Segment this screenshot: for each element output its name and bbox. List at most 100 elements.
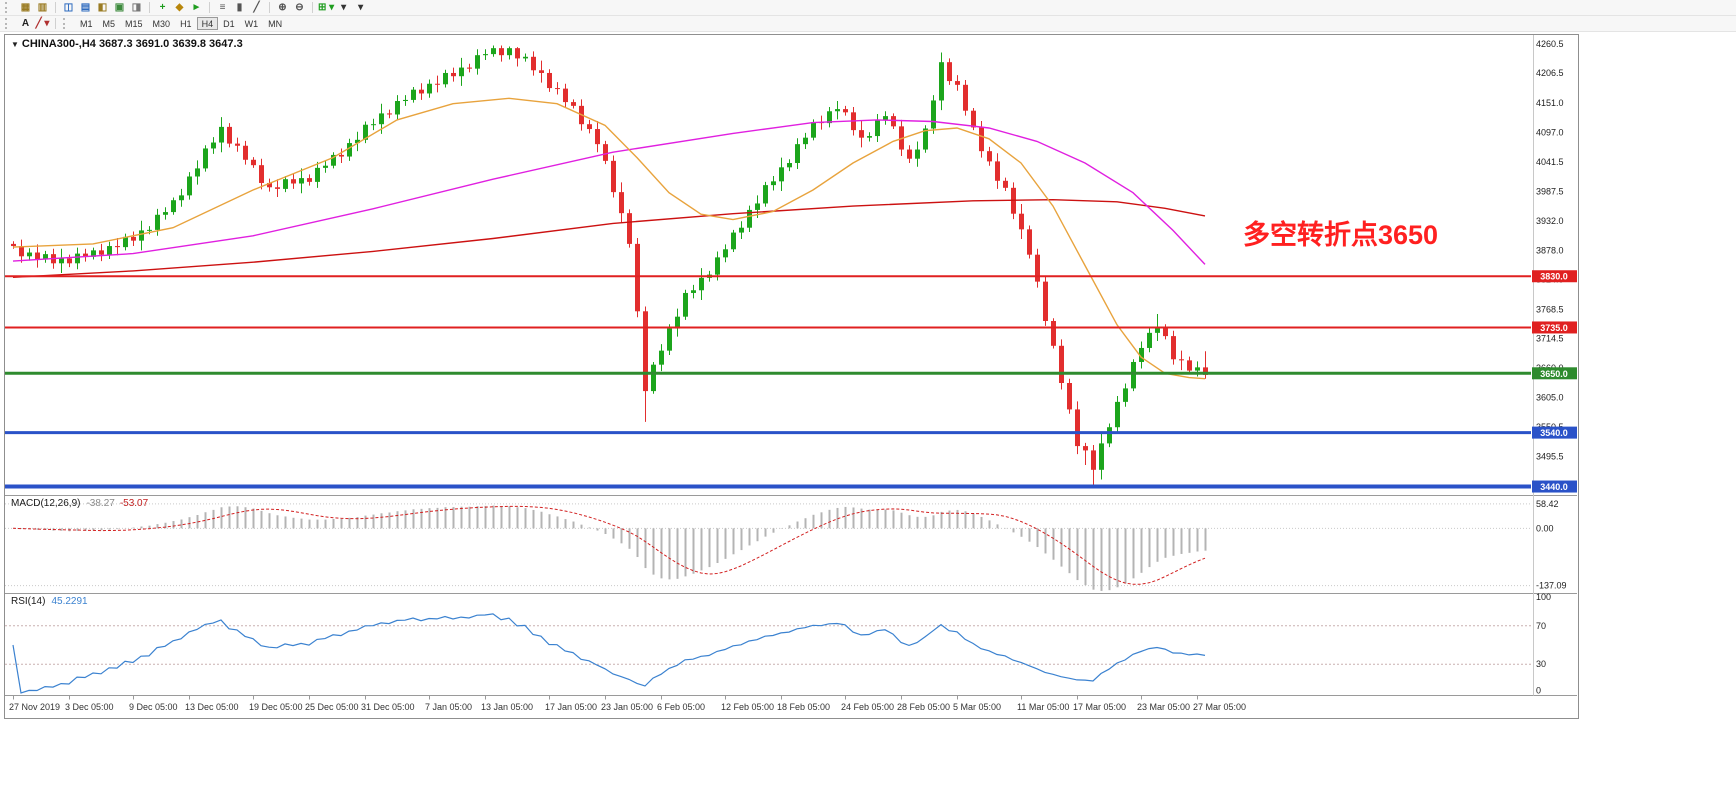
templates-dropdown-button[interactable]: ▾ [352, 1, 369, 14]
svg-text:4260.5: 4260.5 [1536, 39, 1564, 49]
metaeditor-button[interactable]: ◆ [171, 1, 188, 14]
strategy-tester-button[interactable]: ◨ [128, 1, 145, 14]
svg-text:23 Mar 05:00: 23 Mar 05:00 [1137, 702, 1190, 712]
new-chart-button[interactable]: ▦ [17, 1, 34, 14]
svg-text:3735.0: 3735.0 [1540, 323, 1568, 333]
macd-main-value: -38.27 [86, 498, 115, 509]
price-badge-3735.0 [1532, 321, 1577, 334]
rsi-axis[interactable]: 100 70 30 0 [1536, 592, 1551, 696]
profiles-button[interactable]: ▥ [34, 1, 51, 14]
svg-text:0: 0 [1536, 686, 1541, 696]
chart-menu-caret[interactable]: ▼ [11, 40, 19, 49]
svg-text:18 Feb 05:00: 18 Feb 05:00 [777, 702, 830, 712]
drawing-tool-buttons: A ╱ ▾ [17, 17, 51, 30]
timeframe-toolbar-grip[interactable] [63, 18, 70, 29]
chart-canvas[interactable]: 4260.5 4206.5 4151.0 4097.0 4041.5 3987.5 3932… [5, 35, 1577, 717]
timeframe-button-m15[interactable]: M15 [120, 17, 148, 30]
market-watch-icon: ◫ [63, 1, 74, 13]
svg-text:5 Mar 05:00: 5 Mar 05:00 [953, 702, 1001, 712]
profiles-icon: ▥ [37, 1, 48, 13]
svg-text:23 Jan 05:00: 23 Jan 05:00 [601, 702, 653, 712]
svg-text:13 Jan 05:00: 13 Jan 05:00 [481, 702, 533, 712]
svg-text:17 Mar 05:00: 17 Mar 05:00 [1073, 702, 1126, 712]
new-chart-icon: ▦ [20, 1, 31, 13]
chart-annotation-text[interactable]: 多空转折点3650 [1243, 220, 1439, 250]
new-order-button[interactable]: + [154, 1, 171, 14]
timeframe-button-d1[interactable]: D1 [218, 17, 240, 30]
svg-text:100: 100 [1536, 592, 1551, 602]
periods-dropdown-button[interactable]: ▾ [335, 1, 352, 14]
svg-text:19 Dec 05:00: 19 Dec 05:00 [249, 702, 303, 712]
price-axis[interactable]: 4260.5 4206.5 4151.0 4097.0 4041.5 3987.5 3932… [1536, 39, 1564, 491]
svg-text:3768.5: 3768.5 [1536, 304, 1564, 314]
main-toolbar: ▦ ▥ ◫ ▤ ◧ ▣ ◨ + ◆ ► ≡ ▮ ╱ ⊕ ⊖ ⊞ ▾ ▾ ▾ [0, 0, 1736, 16]
svg-text:4041.5: 4041.5 [1536, 157, 1564, 167]
svg-text:4097.0: 4097.0 [1536, 127, 1564, 137]
toolbar-separator [269, 2, 270, 13]
svg-text:3932.0: 3932.0 [1536, 216, 1564, 226]
zoom-out-button[interactable]: ⊖ [291, 1, 308, 14]
macd-axis[interactable]: 58.42 0.00 -137.09 [1536, 499, 1567, 591]
terminal-button[interactable]: ▣ [111, 1, 128, 14]
timeframe-button-m1[interactable]: M1 [75, 17, 98, 30]
svg-text:3830.0: 3830.0 [1540, 272, 1568, 282]
tools-toolbar-grip[interactable] [5, 18, 12, 29]
horizontal-lines[interactable] [5, 275, 1531, 489]
zoom-in-icon: ⊕ [278, 1, 287, 13]
tools-toolbar: A ╱ ▾ M1 M5 M15 M30 H1 H4 D1 W1 MN [0, 16, 1736, 32]
timeframe-button-m5[interactable]: M5 [98, 17, 121, 30]
draw-tools-button[interactable]: ╱ ▾ [34, 17, 51, 30]
timeframe-button-mn[interactable]: MN [263, 17, 287, 30]
text-label-tool-icon: A [21, 17, 30, 29]
draw-tools-icon: ╱ ▾ [35, 17, 50, 29]
timeframe-button-h4[interactable]: H4 [196, 17, 219, 30]
price-badge-3440.0 [1532, 480, 1577, 493]
zoom-in-button[interactable]: ⊕ [274, 1, 291, 14]
candles-chart-button[interactable]: ▮ [231, 1, 248, 14]
svg-text:24 Feb 05:00: 24 Feb 05:00 [841, 702, 894, 712]
macd-signal-value: -53.07 [119, 498, 149, 509]
timeframe-button-w1[interactable]: W1 [240, 17, 264, 30]
chart-window: 4260.5 4206.5 4151.0 4097.0 4041.5 3987.5 3932… [4, 34, 1579, 719]
timeframe-button-h1[interactable]: H1 [175, 17, 197, 30]
svg-text:27 Mar 05:00: 27 Mar 05:00 [1193, 702, 1246, 712]
line-chart-button[interactable]: ╱ [248, 1, 265, 14]
macd-level-lines [5, 503, 1531, 587]
new-order-icon: + [159, 1, 166, 13]
macd-label-text: MACD(12,26,9) [11, 498, 81, 509]
strategy-tester-icon: ◨ [131, 1, 142, 13]
bars-chart-button[interactable]: ≡ [214, 1, 231, 14]
rsi-label-text: RSI(14) [11, 596, 46, 607]
macd-signal-line [12, 505, 1206, 585]
ma-orange [12, 97, 1206, 380]
svg-text:3605.0: 3605.0 [1536, 393, 1564, 403]
macd-histogram [20, 505, 1207, 591]
svg-text:3987.5: 3987.5 [1536, 186, 1564, 196]
main-toolbar-buttons: ▦ ▥ ◫ ▤ ◧ ▣ ◨ + ◆ ► ≡ ▮ ╱ ⊕ ⊖ ⊞ ▾ ▾ ▾ [17, 1, 369, 14]
svg-text:27 Nov 2019: 27 Nov 2019 [9, 702, 60, 712]
navigator-button[interactable]: ◧ [94, 1, 111, 14]
timeframe-button-m30[interactable]: M30 [148, 17, 176, 30]
metaeditor-icon: ◆ [175, 1, 184, 13]
templates-dropdown-icon: ▾ [358, 1, 364, 13]
bars-chart-icon: ≡ [219, 1, 226, 13]
market-watch-button[interactable]: ◫ [60, 1, 77, 14]
ma-slow-red [12, 198, 1206, 278]
indicators-button[interactable]: ⊞ ▾ [317, 1, 335, 14]
price-badge-3540.0 [1532, 426, 1577, 439]
svg-text:3440.0: 3440.0 [1540, 482, 1568, 492]
toolbar-separator [55, 2, 56, 13]
terminal-icon: ▣ [114, 1, 125, 13]
data-window-icon: ▤ [80, 1, 91, 13]
pane-separators[interactable] [5, 35, 1577, 696]
svg-text:11 Mar 05:00: 11 Mar 05:00 [1017, 702, 1069, 712]
rsi-indicator-label: RSI(14) 45.2291 [11, 596, 88, 607]
candles-chart-icon: ▮ [236, 1, 243, 13]
text-label-tool-button[interactable]: A [17, 17, 34, 30]
time-axis[interactable]: 27 Nov 2019 3 Dec 05:00 9 Dec 05:00 13 Dec … [9, 695, 1246, 713]
data-window-button[interactable]: ▤ [77, 1, 94, 14]
candlestick-series [11, 45, 1208, 485]
rsi-line [12, 613, 1206, 694]
autotrading-button[interactable]: ► [188, 1, 205, 14]
toolbar-grip[interactable] [5, 2, 12, 13]
